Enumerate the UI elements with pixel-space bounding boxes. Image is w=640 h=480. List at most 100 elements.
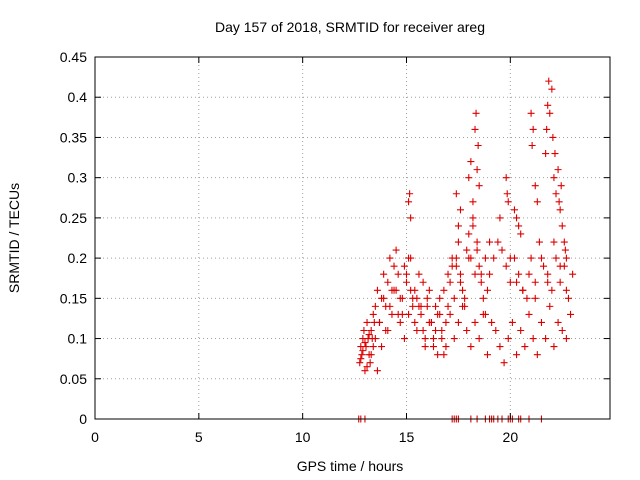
data-point	[402, 270, 410, 278]
data-point	[474, 141, 482, 149]
data-point	[444, 270, 452, 278]
data-point	[531, 182, 539, 190]
data-point	[454, 318, 462, 326]
data-point	[562, 335, 570, 343]
data-point	[386, 302, 394, 310]
data-point	[544, 270, 552, 278]
y-axis-label: SRMTID / TECUs	[6, 183, 22, 293]
data-point	[446, 278, 454, 286]
data-point	[409, 294, 417, 302]
x-tick-label: 5	[195, 429, 203, 445]
data-point	[525, 270, 533, 278]
data-point	[506, 278, 514, 286]
data-point	[549, 133, 557, 141]
data-point	[562, 286, 570, 294]
data-point	[473, 238, 481, 246]
data-point	[471, 270, 479, 278]
data-point	[508, 318, 516, 326]
data-point	[515, 270, 523, 278]
data-point	[436, 310, 444, 318]
data-point	[517, 327, 525, 335]
data-point	[390, 286, 398, 294]
data-point	[475, 335, 483, 343]
data-point	[548, 286, 556, 294]
data-point	[373, 286, 381, 294]
data-point	[527, 254, 535, 262]
data-point	[438, 335, 446, 343]
data-point	[513, 351, 521, 359]
data-point	[390, 262, 398, 270]
x-tick-label: 0	[91, 429, 99, 445]
data-point	[498, 246, 506, 254]
data-point	[529, 125, 537, 133]
data-point	[446, 310, 454, 318]
data-point	[361, 367, 369, 375]
data-point	[500, 359, 508, 367]
data-point	[503, 190, 511, 198]
data-point	[504, 335, 512, 343]
y-tick-label: 0.1	[68, 331, 88, 347]
data-point	[552, 254, 560, 262]
data-point	[483, 286, 491, 294]
data-point	[471, 125, 479, 133]
data-point	[442, 318, 450, 326]
data-point	[402, 278, 410, 286]
data-point	[556, 206, 564, 214]
data-point	[540, 262, 548, 270]
y-tick-label: 0.45	[60, 49, 87, 65]
data-point	[361, 339, 369, 347]
data-point	[502, 262, 510, 270]
data-point	[375, 318, 383, 326]
data-point	[436, 294, 444, 302]
data-point	[465, 174, 473, 182]
y-tick-label: 0.25	[60, 210, 87, 226]
data-point	[369, 343, 377, 351]
data-point	[357, 355, 365, 363]
data-point	[407, 254, 415, 262]
data-point	[367, 351, 375, 359]
data-point	[535, 238, 543, 246]
data-point	[419, 278, 427, 286]
data-point	[550, 343, 558, 351]
data-point	[555, 198, 563, 206]
data-point	[494, 238, 502, 246]
data-point	[423, 302, 431, 310]
data-point	[415, 270, 423, 278]
data-point	[454, 222, 462, 230]
data-point	[366, 359, 374, 367]
data-point	[481, 254, 489, 262]
data-point	[469, 198, 477, 206]
data-point	[506, 254, 514, 262]
data-point	[409, 302, 417, 310]
data-point	[421, 335, 429, 343]
data-point	[544, 278, 552, 286]
data-point	[483, 351, 491, 359]
data-point	[475, 262, 483, 270]
data-point	[459, 302, 467, 310]
data-point	[475, 182, 483, 190]
data-point	[488, 318, 496, 326]
data-point	[502, 174, 510, 182]
data-point	[504, 198, 512, 206]
data-point	[371, 302, 379, 310]
data-point	[360, 327, 368, 335]
data-point	[384, 278, 392, 286]
data-point	[551, 150, 559, 158]
data-point	[465, 254, 473, 262]
data-point	[400, 262, 408, 270]
data-point	[388, 310, 396, 318]
data-point	[359, 347, 367, 355]
data-point	[569, 270, 577, 278]
data-point	[471, 318, 479, 326]
data-point	[469, 214, 477, 222]
data-point	[546, 109, 554, 117]
y-tick-label: 0.2	[68, 250, 88, 266]
data-point	[561, 246, 569, 254]
data-point	[454, 238, 462, 246]
data-point	[556, 278, 564, 286]
data-point	[554, 318, 562, 326]
data-point	[369, 310, 377, 318]
data-point	[459, 286, 467, 294]
data-point	[365, 331, 373, 339]
data-point	[467, 158, 475, 166]
